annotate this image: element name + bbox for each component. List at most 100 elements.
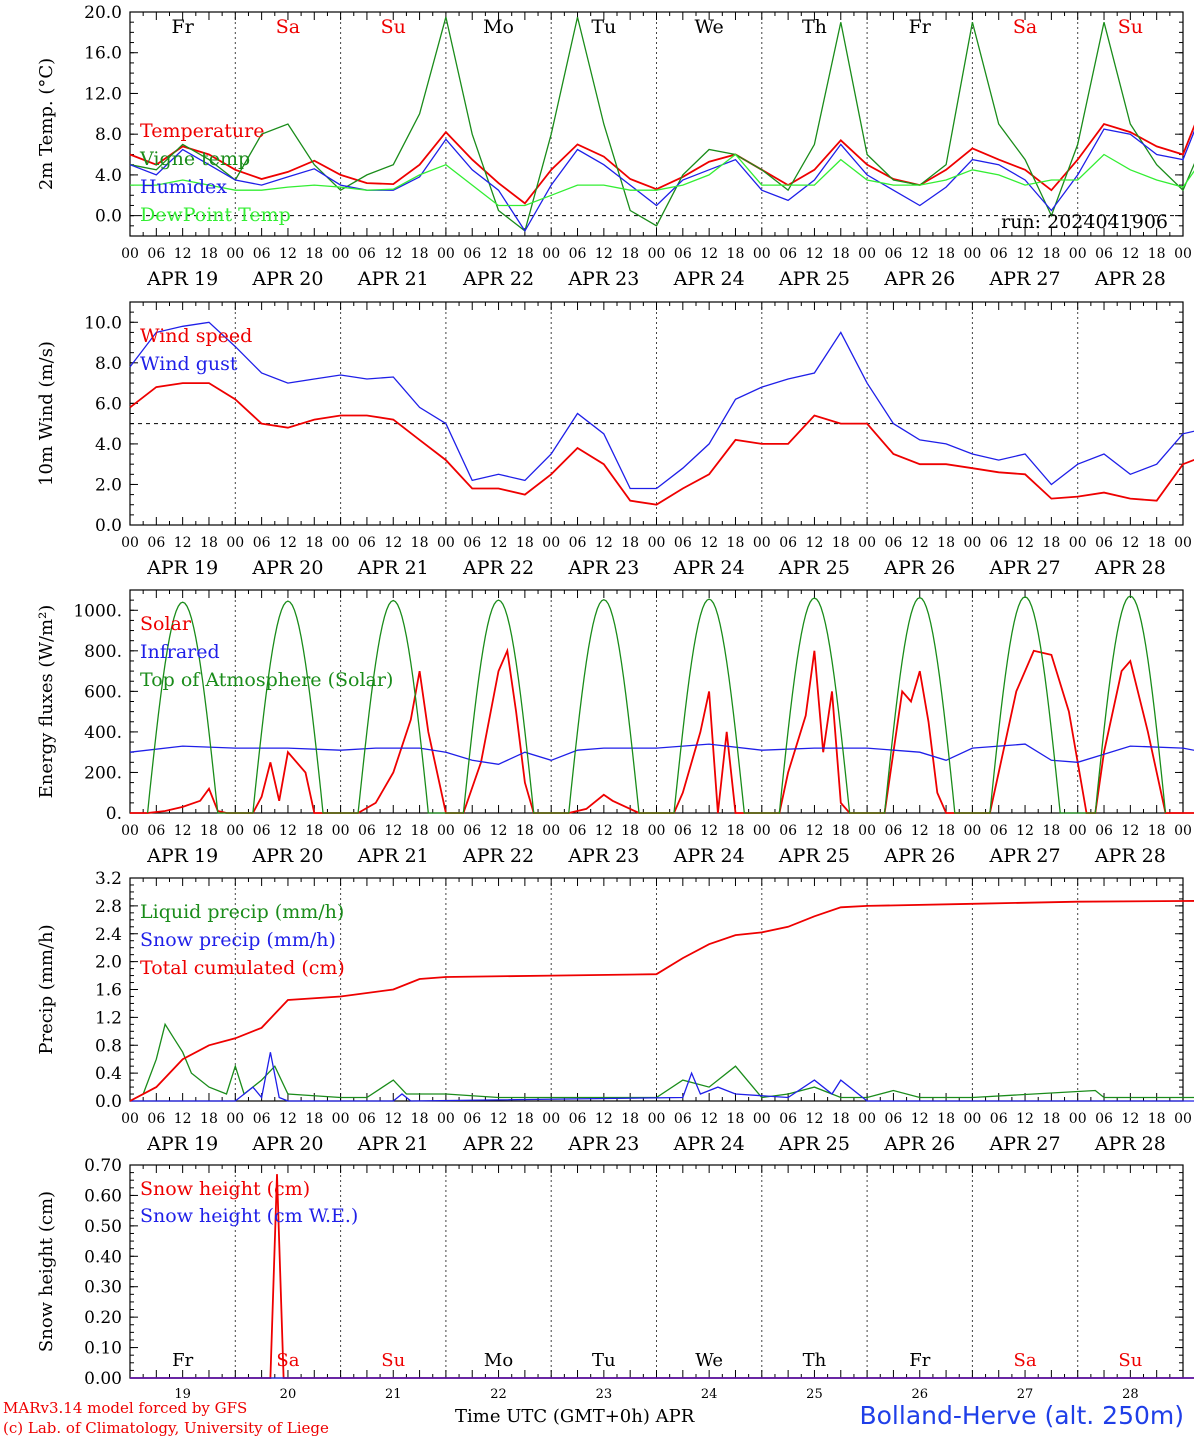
y-tick-label: 16.0	[84, 44, 122, 64]
hour-tick-label: 00	[858, 246, 876, 262]
date-label: APR 23	[567, 557, 639, 579]
hour-tick-label: 18	[305, 823, 323, 839]
legend-entry: Snow height (cm)	[140, 1178, 310, 1200]
hour-tick-label: 06	[253, 1111, 271, 1127]
hour-tick-label: 12	[490, 246, 508, 262]
y-tick-label: 8.0	[95, 354, 122, 374]
x-axis-title: Time UTC (GMT+0h) APR	[455, 1406, 695, 1427]
y-tick-label: 0.00	[84, 1369, 122, 1389]
hour-tick-label: 18	[1042, 823, 1060, 839]
date-label: APR 22	[462, 557, 534, 579]
hour-tick-label: 12	[279, 246, 297, 262]
hour-tick-label: 12	[174, 535, 192, 551]
hour-tick-label: 06	[990, 535, 1008, 551]
hour-tick-label: 00	[648, 823, 666, 839]
hour-tick-label: 00	[542, 246, 560, 262]
hour-tick-label: 12	[490, 535, 508, 551]
weekday-label: Su	[1118, 1350, 1142, 1371]
y-tick-label: 6.0	[95, 394, 122, 414]
date-label: APR 25	[778, 268, 850, 290]
date-label: APR 24	[673, 268, 745, 290]
run-label: run: 2024041906	[1001, 211, 1168, 233]
weekday-label: Sa	[1014, 1350, 1037, 1371]
hour-tick-label: 06	[253, 823, 271, 839]
model-credit: MARv3.14 model forced by GFS	[3, 1399, 248, 1417]
hour-tick-label: 12	[1121, 246, 1139, 262]
station-name: Bolland-Herve (alt. 250m)	[859, 1401, 1184, 1430]
y-axis-label: 2m Temp. (°C)	[36, 58, 57, 190]
hour-tick-label: 18	[1042, 246, 1060, 262]
date-label: APR 22	[462, 268, 534, 290]
hour-tick-label: 06	[674, 823, 692, 839]
hour-tick-label: 12	[700, 823, 718, 839]
hour-tick-label: 06	[1095, 246, 1113, 262]
date-label: APR 20	[251, 845, 323, 867]
hour-tick-label: 18	[937, 246, 955, 262]
hour-tick-label: 12	[911, 535, 929, 551]
hour-tick-label: 12	[1016, 1111, 1034, 1127]
date-label: APR 28	[1094, 845, 1166, 867]
hour-tick-label: 12	[174, 246, 192, 262]
hour-tick-label: 18	[937, 535, 955, 551]
hour-tick-label: 18	[621, 823, 639, 839]
y-tick-label: 2.0	[95, 953, 122, 973]
y-tick-label: 0.10	[84, 1339, 122, 1359]
panel-5	[129, 1164, 1194, 1379]
hour-tick-label: 00	[858, 535, 876, 551]
date-label: APR 25	[778, 1133, 850, 1155]
hour-tick-label: 06	[253, 535, 271, 551]
hour-tick-label: 18	[200, 1111, 218, 1127]
hour-tick-label: 06	[674, 246, 692, 262]
hour-tick-label: 00	[1069, 1111, 1087, 1127]
hour-tick-label: 18	[727, 823, 745, 839]
series-line-infrared	[129, 743, 1194, 765]
hour-tick-label: 06	[569, 535, 587, 551]
hour-tick-label: 12	[279, 535, 297, 551]
date-label: APR 22	[462, 1133, 534, 1155]
hour-tick-label: 00	[963, 535, 981, 551]
hour-tick-label: 06	[463, 823, 481, 839]
legend-entry: Vigne temp	[139, 148, 250, 170]
legend-entry: Humidex	[140, 176, 227, 198]
hour-tick-label: 00	[1174, 1111, 1192, 1127]
hour-tick-label: 12	[384, 1111, 402, 1127]
hour-tick-label: 06	[990, 1111, 1008, 1127]
hour-tick-label: 06	[990, 246, 1008, 262]
hour-tick-label: 18	[516, 535, 534, 551]
hour-tick-label: 00	[542, 823, 560, 839]
hour-tick-label: 00	[226, 246, 244, 262]
weekday-label: Th	[802, 16, 827, 38]
y-tick-label: 0.30	[84, 1278, 122, 1298]
hour-tick-label: 12	[174, 823, 192, 839]
day-number-label: 20	[280, 1387, 297, 1402]
legend-entry: Wind gust	[140, 353, 238, 375]
hour-tick-label: 06	[674, 535, 692, 551]
date-label: APR 19	[146, 557, 218, 579]
date-label: APR 19	[146, 1133, 218, 1155]
weekday-label: Tu	[592, 1350, 616, 1371]
hour-tick-label: 06	[569, 823, 587, 839]
hour-tick-label: 00	[858, 823, 876, 839]
hour-tick-label: 00	[963, 1111, 981, 1127]
hour-tick-label: 12	[279, 1111, 297, 1127]
y-axis-label: Snow height (cm)	[36, 1191, 57, 1352]
date-label: APR 22	[462, 845, 534, 867]
hour-tick-label: 18	[621, 535, 639, 551]
y-tick-label: 0.	[106, 804, 122, 824]
y-tick-label: 600.	[84, 682, 122, 702]
weekday-label: Mo	[484, 1350, 513, 1371]
hour-tick-label: 00	[121, 246, 139, 262]
hour-tick-label: 06	[1095, 535, 1113, 551]
date-label: APR 25	[778, 845, 850, 867]
hour-tick-label: 06	[885, 535, 903, 551]
series-line-solar	[130, 647, 1194, 814]
y-tick-label: 1.6	[95, 981, 122, 1001]
hour-tick-label: 00	[542, 535, 560, 551]
hour-tick-label: 00	[648, 535, 666, 551]
hour-tick-label: 06	[779, 1111, 797, 1127]
series-line-snow-precip-mm-h-	[130, 1052, 1194, 1102]
hour-tick-label: 00	[121, 1111, 139, 1127]
hour-tick-label: 18	[200, 535, 218, 551]
series-line-dewpoint-temp	[130, 153, 1194, 207]
